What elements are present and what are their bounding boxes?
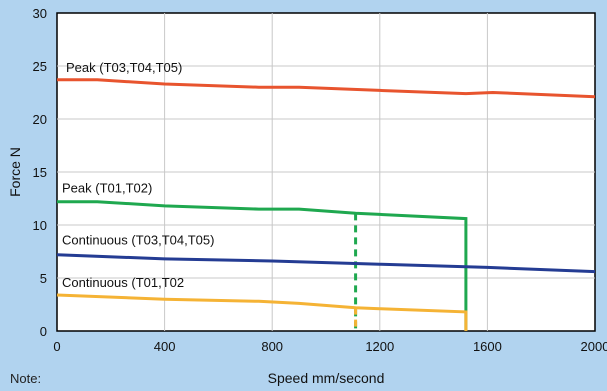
y-tick-label: 5: [40, 271, 47, 286]
series-line-4: [56, 293, 468, 331]
series-label-3: Continuous (T03,T04,T05): [62, 233, 214, 248]
y-tick-label: 30: [33, 6, 47, 21]
x-tick-label: 800: [261, 339, 283, 354]
series-labels: Peak (T03,T04,T05) Peak (T01,T02) Continuo…: [62, 60, 214, 290]
x-tick-label: 1600: [473, 339, 502, 354]
series-line-1: [57, 78, 596, 99]
y-axis-label: Force N: [7, 147, 23, 197]
note-text: Note:: [10, 371, 42, 386]
series-label-1: Peak (T03,T04,T05): [66, 60, 182, 75]
x-tick-label: 0: [53, 339, 60, 354]
gridlines: [57, 13, 595, 331]
series-line-3: [56, 253, 596, 274]
series-label-4: Continuous (T01,T02: [62, 275, 184, 290]
series-group: [56, 78, 596, 331]
series-label-2: Peak (T01,T02): [62, 181, 152, 196]
x-tick-label: 400: [154, 339, 176, 354]
y-tick-label: 0: [40, 324, 47, 339]
y-tick-label: 15: [33, 165, 47, 180]
x-tick-label: 1200: [365, 339, 394, 354]
y-tick-label: 25: [33, 59, 47, 74]
x-axis-label: Speed mm/second: [268, 370, 385, 386]
series-line-2: [57, 200, 468, 331]
y-tick-label: 10: [33, 218, 47, 233]
x-tick-label: 2000: [581, 339, 607, 354]
tick-labels: 0 400 800 1200 1600 2000 0 5 10 15 20 25 30: [33, 6, 607, 354]
y-tick-label: 20: [33, 112, 47, 127]
